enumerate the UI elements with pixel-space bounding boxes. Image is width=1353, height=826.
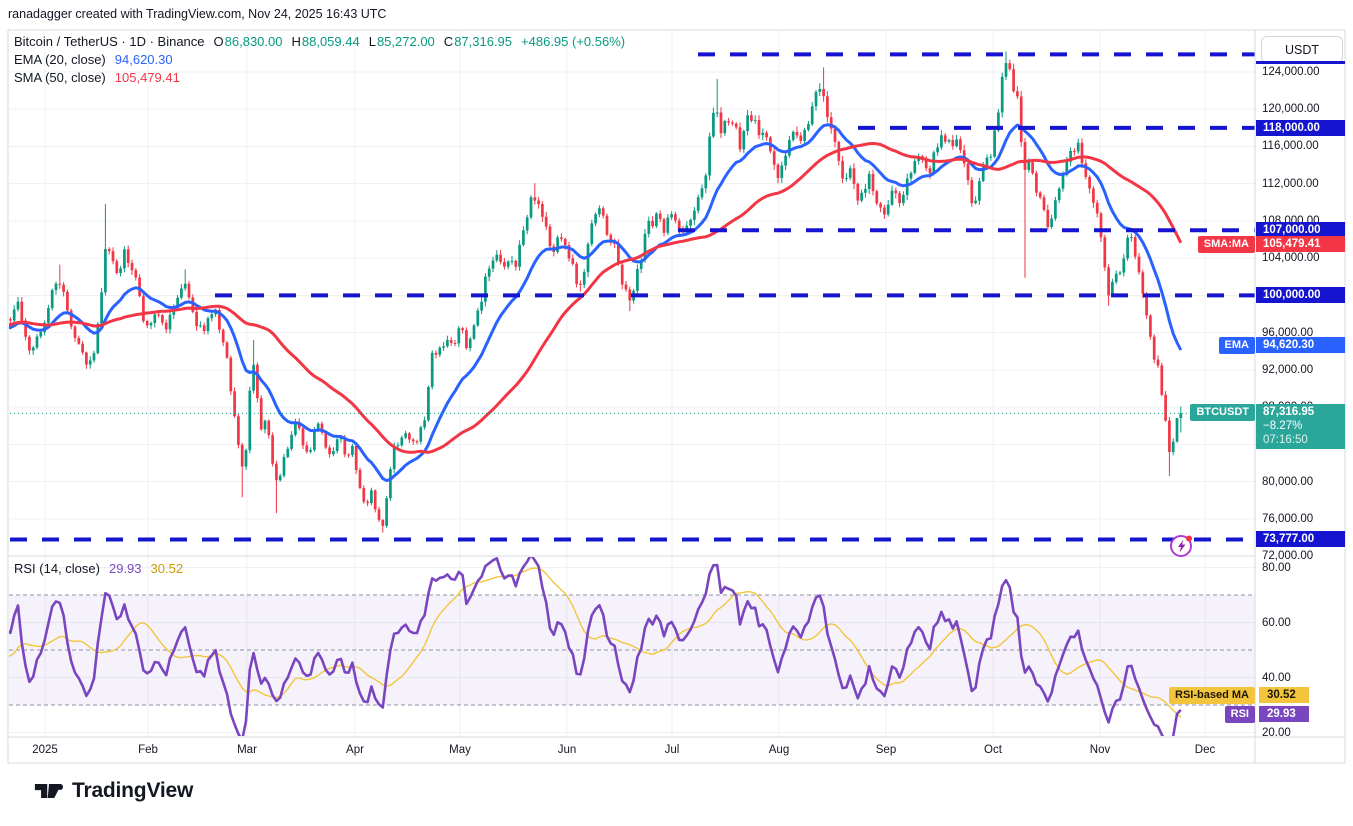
price-tick: 120,000.00 — [1262, 103, 1320, 116]
level-axis-label: 107,000.00 — [1256, 222, 1345, 239]
ema-legend-row[interactable]: EMA (20, close) 94,620.30 — [14, 52, 173, 67]
ema-legend-value: 94,620.30 — [114, 52, 173, 67]
last-price-axis-label: 87,316.95 −8.27% 07:16:50 — [1256, 404, 1345, 450]
level-axis-label: 118,000.00 — [1256, 119, 1345, 136]
sma-legend-row[interactable]: SMA (50, close) 105,479.41 — [14, 70, 180, 85]
sma-legend-label: SMA (50, close) — [14, 70, 106, 85]
last-price-value: 87,316.95 — [1263, 406, 1315, 419]
price-tick: 116,000.00 — [1262, 140, 1319, 153]
sma-axis-value: 105,479.41 — [1256, 236, 1345, 253]
price-tick: 76,000.00 — [1262, 512, 1314, 525]
price-tick: 72,000.00 — [1262, 550, 1314, 562]
ohlc-high: H 88,059.44 — [291, 34, 360, 49]
time-axis-label: Sep — [875, 744, 897, 756]
time-axis-label: Oct — [984, 744, 1002, 756]
last-price-axis-tag: BTCUSDT — [1190, 404, 1255, 422]
ema-legend-label: EMA (20, close) — [14, 52, 106, 67]
time-axis-label: Aug — [768, 744, 790, 756]
ema-axis-value: 94,620.30 — [1256, 337, 1345, 354]
rsi-tick: 80.00 — [1262, 561, 1291, 574]
attribution-text: ranadagger created with TradingView.com,… — [8, 7, 387, 21]
time-axis-label: Mar — [237, 744, 257, 756]
price-tick: 80,000.00 — [1262, 475, 1314, 488]
rsi-tick: 20.00 — [1262, 726, 1291, 739]
rsi-ma-axis-value: 30.52 — [1259, 686, 1309, 703]
time-axis-label: Apr — [346, 744, 364, 756]
time-axis-label: Dec — [1194, 744, 1216, 756]
level-axis-label: 73,777.00 — [1256, 531, 1345, 548]
time-axis-label: May — [449, 744, 471, 756]
price-tick: 124,000.00 — [1262, 66, 1320, 78]
rsi-ma-axis-tag: RSI-based MA — [1169, 686, 1255, 704]
rsi-tick: 40.00 — [1262, 671, 1291, 684]
last-price-countdown: 07:16:50 — [1263, 434, 1308, 447]
symbol-legend-row[interactable]: Bitcoin / TetherUS · 1D · Binance O 86,83… — [14, 34, 625, 49]
time-axis-label: Jul — [664, 744, 680, 756]
price-tick: 96,000.00 — [1262, 326, 1314, 339]
price-tick: 104,000.00 — [1262, 252, 1320, 265]
ohlc-open: O 86,830.00 — [213, 34, 283, 49]
time-axis-label: Jun — [557, 744, 577, 756]
change-value: +486.95 (+0.56%) — [521, 34, 626, 49]
ohlc-close: C 87,316.95 — [443, 34, 513, 49]
rsi-legend-row[interactable]: RSI (14, close) 29.93 30.52 — [14, 561, 183, 576]
flash-icon[interactable] — [1168, 532, 1195, 559]
level-axis-label: 100,000.00 — [1256, 287, 1345, 304]
sma-axis-tag: SMA:MA — [1197, 236, 1255, 254]
rsi-legend-value: 29.93 — [108, 561, 142, 576]
sma-legend-value: 105,479.41 — [114, 70, 180, 85]
currency-underline — [1256, 61, 1345, 64]
price-tick: 112,000.00 — [1262, 177, 1319, 190]
symbol-title[interactable]: Bitcoin / TetherUS · 1D · Binance — [14, 34, 205, 49]
ohlc-low: L 85,272.00 — [368, 34, 435, 49]
last-price-change: −8.27% — [1263, 420, 1303, 433]
time-axis-label: Feb — [138, 744, 158, 756]
currency-toggle-button[interactable]: USDT — [1261, 36, 1343, 63]
tradingview-logo-text: TradingView — [72, 779, 194, 802]
rsi-legend-label: RSI (14, close) — [14, 561, 100, 576]
rsi-axis-tag: RSI — [1224, 706, 1255, 724]
rsi-tick: 60.00 — [1262, 616, 1291, 629]
tradingview-logo[interactable]: TradingView — [34, 778, 193, 804]
tradingview-logo-mark — [34, 783, 64, 799]
ema-axis-tag: EMA — [1218, 337, 1255, 355]
time-axis-label: Nov — [1089, 744, 1111, 756]
price-tick: 92,000.00 — [1262, 363, 1314, 376]
rsi-axis-value: 29.93 — [1259, 706, 1309, 723]
rsi-ma-legend-value: 30.52 — [150, 561, 184, 576]
time-axis-label: 2025 — [32, 744, 58, 756]
